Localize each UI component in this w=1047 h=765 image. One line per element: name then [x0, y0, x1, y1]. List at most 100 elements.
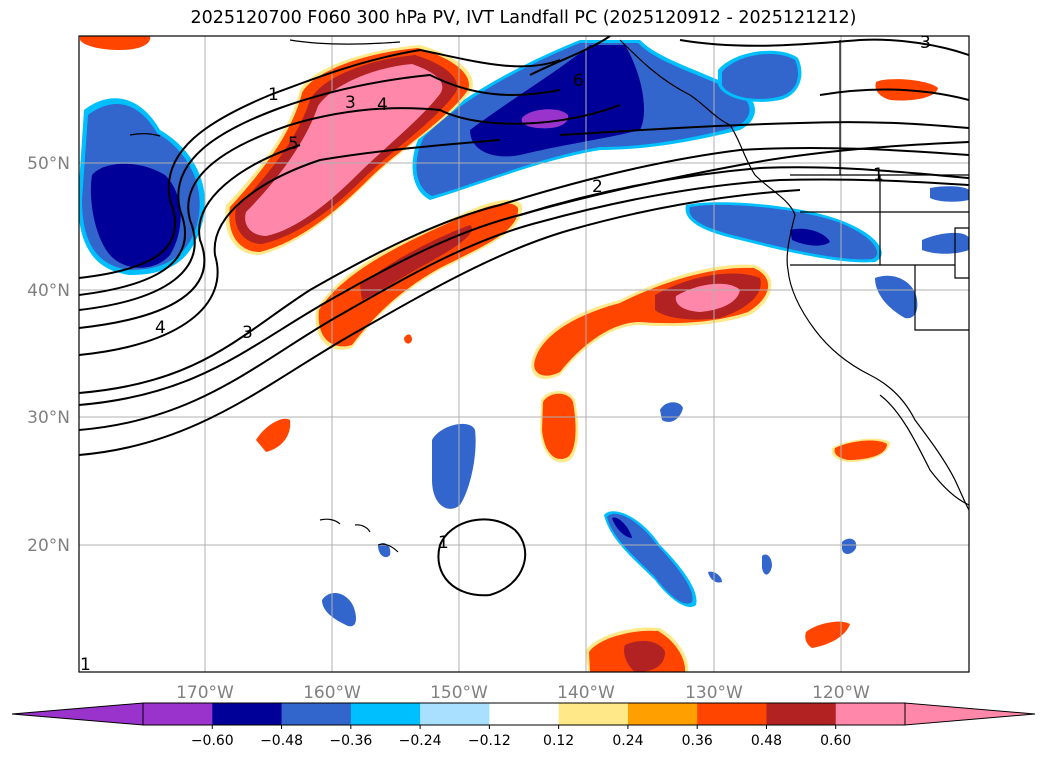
- colorbar-frame: [142, 702, 906, 726]
- pc-region-pos: [360, 225, 472, 300]
- map-title: 2025120700 F060 300 hPa PV, IVT Landfall…: [190, 8, 857, 28]
- pc-region-neg: [875, 275, 918, 319]
- lon-label: 140°W: [557, 683, 615, 703]
- contour-label: 1: [80, 655, 91, 675]
- contour-label: 2: [592, 177, 603, 197]
- contour-labels: 1 3 4 5 6 2 1 3 4 3 1 1: [80, 33, 931, 675]
- contour-label: 4: [155, 318, 166, 338]
- colorbar-tick-label: 0.24: [612, 733, 643, 749]
- colorbar-band: [489, 703, 560, 725]
- pc-region-neg: [689, 204, 878, 260]
- pv-contour: [79, 178, 969, 431]
- pc-region-neg: [930, 186, 969, 202]
- pv-contour: [79, 166, 969, 406]
- lon-label: 120°W: [812, 683, 870, 703]
- pc-region-pos: [834, 440, 887, 460]
- pc-region-neg: [790, 228, 830, 246]
- colorbar-tick-label: −0.60: [191, 733, 234, 749]
- colorbar-extend-min: [11, 702, 144, 726]
- colorbar-band: [350, 703, 421, 725]
- pc-region-neg: [762, 554, 772, 575]
- pc-region-neg: [922, 232, 969, 254]
- pc-region-neg: [90, 163, 181, 268]
- pv-contour: [79, 139, 501, 356]
- negative-pc-regions: [79, 40, 969, 627]
- lat-label: 30°N: [27, 408, 70, 428]
- contour-label: 5: [288, 134, 299, 154]
- map-frame: [78, 35, 970, 673]
- colorbar-band: [558, 703, 629, 725]
- pv-contour: [519, 141, 969, 216]
- pv-contour: [79, 144, 301, 329]
- pc-region-neg: [660, 402, 683, 422]
- contour-label: 6: [573, 71, 584, 91]
- pv-contour: [79, 73, 561, 296]
- pc-region-neg: [432, 423, 476, 509]
- pc-region-pos: [256, 418, 291, 452]
- positive-pc-regions: [80, 36, 938, 672]
- pc-region-neg: [722, 53, 799, 99]
- colorbar-extend-max: [904, 702, 1036, 726]
- pv-contour: [679, 38, 969, 56]
- pc-region-pos: [542, 393, 576, 459]
- colorbar-tick-label: −0.36: [329, 733, 372, 749]
- colorbar-band: [212, 703, 283, 725]
- contour-label: 1: [438, 533, 449, 553]
- longitude-labels: 170°W 160°W 150°W 140°W 130°W 120°W: [176, 683, 870, 703]
- colorbar-band: [766, 703, 837, 725]
- colorbar-tick-label: −0.48: [260, 733, 303, 749]
- colorbar-tick-label: −0.12: [468, 733, 511, 749]
- latitude-labels: 50°N 40°N 30°N 20°N: [27, 154, 70, 556]
- lon-label: 170°W: [176, 683, 234, 703]
- colorbar-tick-label: 0.12: [543, 733, 574, 749]
- lon-label: 160°W: [303, 683, 361, 703]
- map-area: 1 3 4 5 6 2 1 3 4 3 1 1: [79, 33, 969, 675]
- gridlines: [79, 36, 969, 672]
- colorbar: −0.60 −0.48 −0.36 −0.24 −0.12 0.12 0.24 0.36 0.4…: [11, 702, 1036, 749]
- lat-label: 50°N: [27, 154, 70, 174]
- colorbar-tick-label: 0.48: [751, 733, 782, 749]
- pc-region-pos: [404, 334, 412, 344]
- pc-region-neg: [322, 593, 356, 627]
- contour-label: 3: [345, 93, 356, 113]
- pv-contour: [79, 146, 969, 394]
- pv-contour: [437, 518, 527, 597]
- pv-contour: [79, 189, 801, 456]
- pc-region-pos: [80, 36, 151, 50]
- pc-region-neg: [842, 538, 857, 554]
- lon-label: 150°W: [430, 683, 488, 703]
- contour-label: 3: [920, 33, 931, 53]
- pc-region-pos: [624, 640, 665, 672]
- colorbar-tick-label: −0.24: [399, 733, 442, 749]
- lat-label: 20°N: [27, 536, 70, 556]
- pv-contour: [529, 36, 611, 76]
- contour-label: 4: [377, 95, 388, 115]
- colorbar-tick-label: 0.36: [682, 733, 713, 749]
- colorbar-band: [697, 703, 767, 725]
- lon-label: 130°W: [685, 683, 743, 703]
- pv-contour: [79, 48, 561, 279]
- pc-region-neg: [612, 517, 632, 538]
- pc-region-neg: [470, 45, 645, 157]
- colorbar-band: [281, 703, 352, 725]
- colorbar-band: [143, 703, 213, 725]
- pv-contour: [559, 121, 969, 136]
- lat-label: 40°N: [27, 281, 70, 301]
- colorbar-band: [835, 703, 906, 725]
- pc-region-pos: [245, 64, 443, 236]
- pv-contours: [79, 36, 969, 597]
- pc-region-pos: [805, 621, 850, 648]
- contour-label: 1: [268, 85, 279, 105]
- colorbar-band: [627, 703, 698, 725]
- pc-region-neg: [708, 571, 722, 583]
- pc-region-pos: [318, 203, 519, 347]
- pv-contour: [79, 104, 621, 311]
- coastline: [129, 39, 969, 553]
- pc-region-neg: [378, 543, 391, 558]
- colorbar-tick-label: 0.60: [820, 733, 851, 749]
- colorbar-band: [420, 703, 490, 725]
- contour-label: 3: [242, 323, 253, 343]
- contour-label: 1: [873, 165, 884, 185]
- pc-region-pos: [675, 283, 740, 312]
